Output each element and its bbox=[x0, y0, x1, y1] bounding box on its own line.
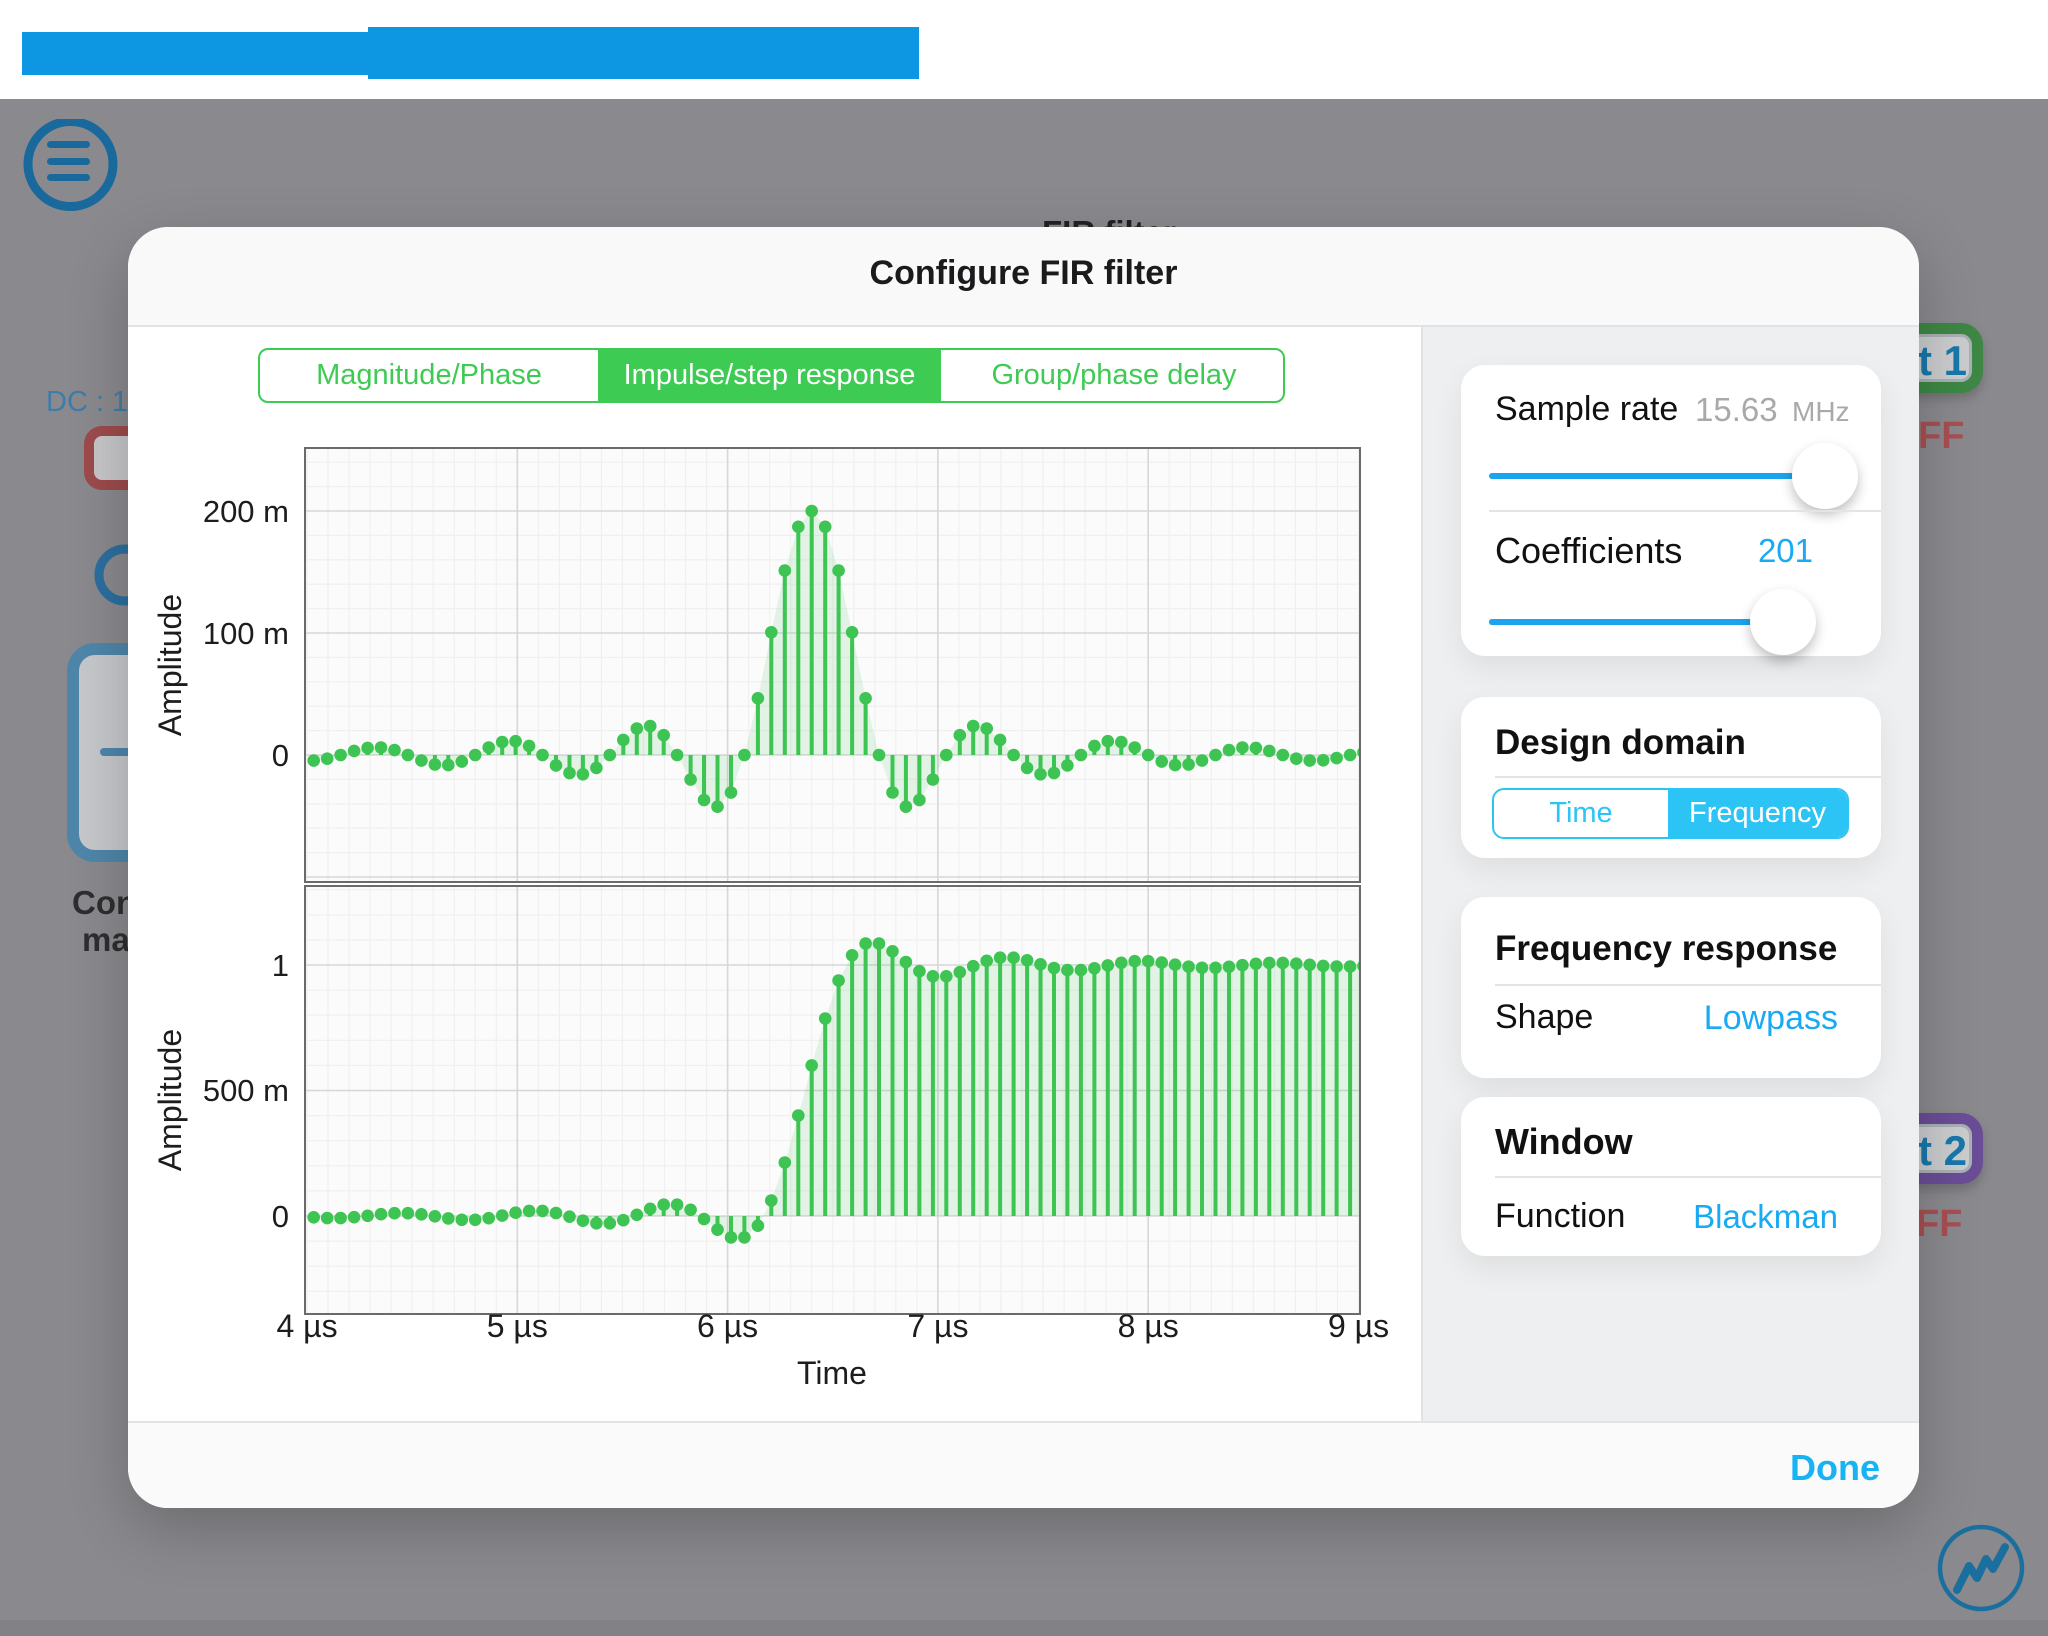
svg-text:Time: Time bbox=[797, 1355, 867, 1391]
svg-text:7 µs: 7 µs bbox=[907, 1308, 968, 1344]
svg-text:4 µs: 4 µs bbox=[276, 1308, 337, 1344]
svg-text:1: 1 bbox=[272, 948, 289, 983]
svg-text:0: 0 bbox=[272, 1199, 289, 1234]
svg-text:9 µs: 9 µs bbox=[1328, 1308, 1389, 1344]
svg-text:200 m: 200 m bbox=[203, 494, 289, 529]
svg-text:5 µs: 5 µs bbox=[487, 1308, 548, 1344]
svg-text:Amplitude: Amplitude bbox=[152, 594, 188, 736]
svg-text:0: 0 bbox=[272, 738, 289, 773]
svg-text:6 µs: 6 µs bbox=[697, 1308, 758, 1344]
svg-text:8 µs: 8 µs bbox=[1118, 1308, 1179, 1344]
svg-text:Amplitude: Amplitude bbox=[152, 1029, 188, 1171]
svg-text:100 m: 100 m bbox=[203, 616, 289, 651]
svg-text:500 m: 500 m bbox=[203, 1073, 289, 1108]
